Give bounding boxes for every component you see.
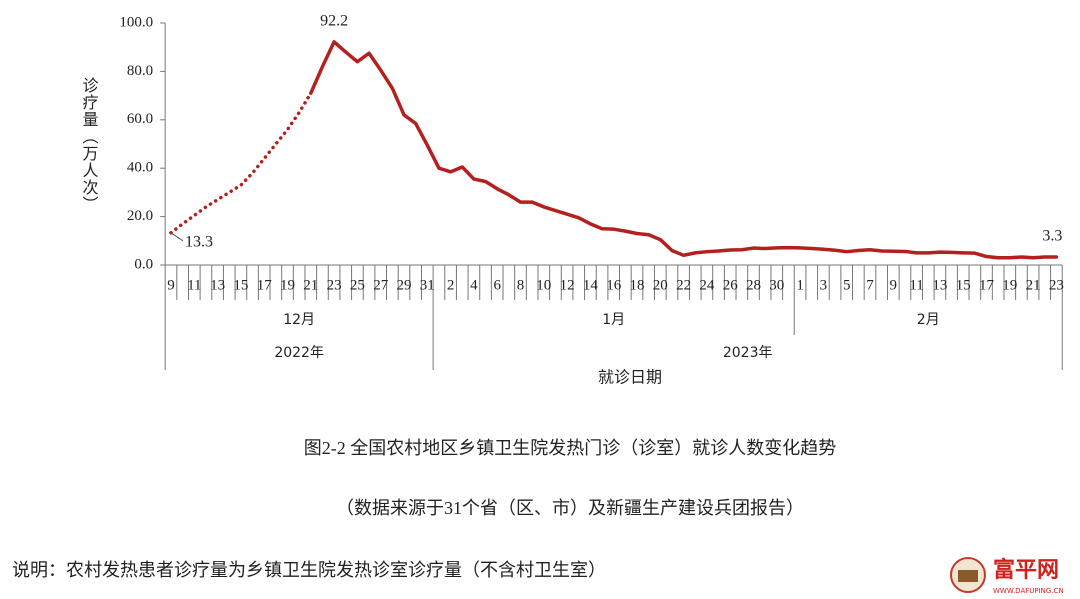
x-tick-label: 11 [187,277,201,293]
watermark-name: 富平网 [993,557,1059,583]
x-tick-label: 15 [956,277,971,293]
x-tick-label: 16 [606,277,622,293]
data-label: 92.2 [320,13,348,30]
x-tick-label: 23 [327,277,342,293]
watermark-icon-building [958,570,978,582]
month-label: 12月 [283,312,315,328]
data-label: 13.3 [185,233,213,250]
y-tick-label: 100.0 [119,14,153,30]
x-tick-label: 2 [447,277,455,293]
x-tick-label: 29 [397,277,412,293]
x-tick-label: 9 [890,277,898,293]
x-tick-label: 14 [583,277,599,293]
x-tick-label: 17 [979,277,995,293]
x-tick-label: 4 [470,277,478,293]
x-tick-label: 31 [420,277,435,293]
x-tick-label: 17 [257,277,273,293]
x-tick-label: 13 [932,277,947,293]
x-tick-label: 21 [303,277,318,293]
watermark-url: WWW.DAFUPING.CN [993,587,1064,595]
x-tick-label: 11 [909,277,923,293]
x-tick-label: 9 [167,277,175,293]
month-label: 1月 [602,312,625,328]
y-tick-label: 40.0 [127,160,153,176]
x-tick-label: 13 [210,277,225,293]
x-tick-label: 24 [699,277,715,293]
month-label: 2月 [917,312,940,328]
chart-title: 图2-2 全国农村地区乡镇卫生院发热门诊（诊室）就诊人数变化趋势 [304,438,837,458]
x-tick-label: 25 [350,277,365,293]
year-label: 2022年 [274,345,324,361]
label-leader [170,232,184,242]
x-tick-label: 22 [676,277,691,293]
x-tick-label: 8 [517,277,525,293]
x-tick-label: 1 [796,277,804,293]
data-line [309,40,1059,260]
x-tick-label: 26 [723,277,739,293]
y-axis-label: 诊疗量（万人次） [80,77,99,213]
chart-subtitle: （数据来源于31个省（区、市）及新疆生产建设兵团报告） [336,498,804,518]
x-tick-label: 3 [820,277,828,293]
y-tick-label: 60.0 [127,111,153,127]
x-tick-label: 10 [536,277,551,293]
x-tick-label: 6 [493,277,501,293]
x-tick-label: 15 [233,277,248,293]
y-tick-label: 0.0 [134,256,153,272]
y-tick-label: 80.0 [127,63,153,79]
y-tick-label: 20.0 [127,208,153,224]
x-tick-label: 21 [1026,277,1041,293]
x-tick-label: 27 [373,277,389,293]
x-tick-label: 30 [769,277,784,293]
x-tick-label: 19 [1002,277,1017,293]
x-tick-label: 12 [560,277,575,293]
x-tick-label: 18 [630,277,645,293]
x-tick-label: 28 [746,277,761,293]
chart-note: 说明：农村发热患者诊疗量为乡镇卫生院发热诊室诊疗量（不含村卫生室） [12,560,606,580]
x-tick-label: 5 [843,277,851,293]
x-axis-label: 就诊日期 [598,368,662,387]
watermark: 富平网 WWW.DAFUPING.CN [950,557,1064,595]
year-label: 2023年 [723,345,773,361]
data-line [169,91,313,235]
x-tick-label: 19 [280,277,295,293]
x-tick-label: 23 [1049,277,1064,293]
x-tick-label: 7 [866,277,874,293]
x-tick-label: 20 [653,277,668,293]
data-label: 3.3 [1042,228,1062,245]
